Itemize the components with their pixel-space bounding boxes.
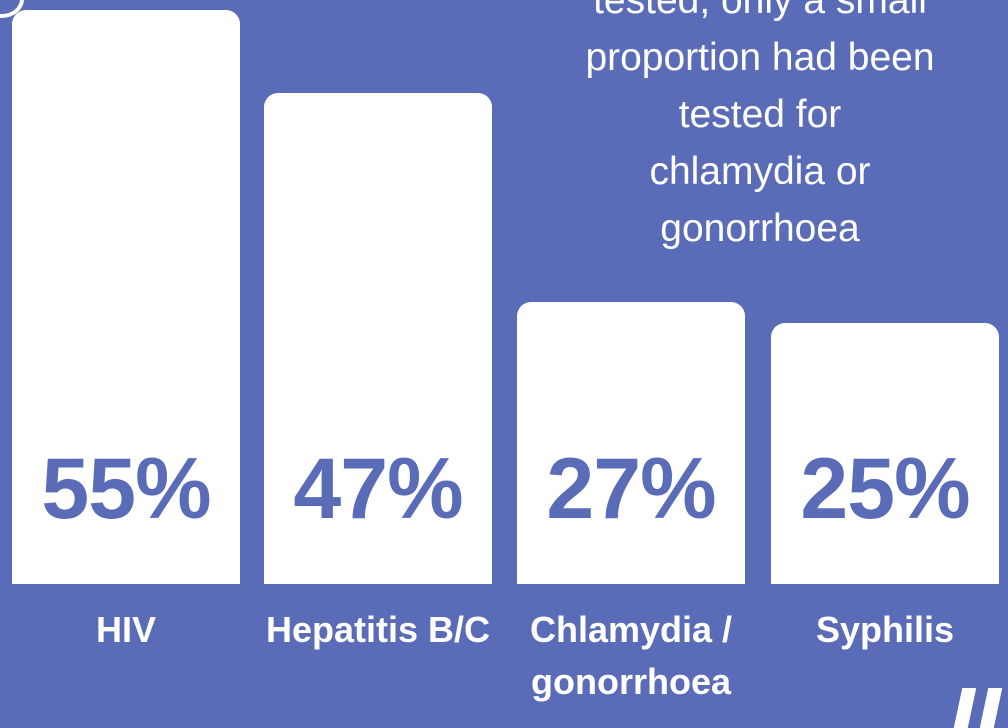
category-label: Chlamydia / gonorrhoea: [529, 609, 733, 702]
value-label: 27%: [546, 441, 716, 537]
quote-mark: [979, 688, 1003, 728]
bar: [517, 302, 745, 584]
bar: [771, 323, 999, 584]
value-label: 25%: [800, 441, 970, 537]
annotation: tested, only a small proportion had been…: [585, 0, 935, 250]
category-label: Hepatitis B/C: [265, 609, 491, 650]
bar: [264, 93, 492, 584]
quote-mark: [953, 688, 977, 728]
value-label: 47%: [293, 441, 463, 537]
category-label: Syphilis: [815, 609, 955, 650]
bar: [12, 9, 240, 584]
value-label: 55%: [41, 441, 211, 537]
category-label: HIV: [95, 609, 156, 650]
